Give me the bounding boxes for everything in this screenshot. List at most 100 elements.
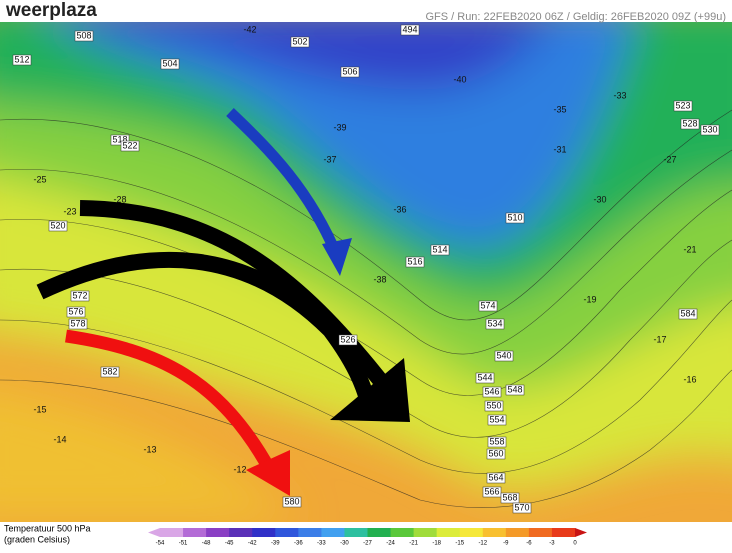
- height-label: 510: [507, 212, 522, 222]
- height-label: 526: [340, 334, 355, 344]
- colorbar-tick-label: -54: [156, 541, 165, 547]
- colorbar-tick-label: -30: [340, 541, 349, 547]
- temperature-label: -16: [683, 374, 696, 384]
- height-label-box: [48, 220, 68, 232]
- height-label: 494: [402, 24, 417, 34]
- legend-subtitle: (graden Celsius): [4, 534, 70, 544]
- temperature-label: -31: [553, 144, 566, 154]
- temperature-label: -14: [53, 434, 66, 444]
- temperature-label: -42: [243, 24, 256, 34]
- height-label: 560: [488, 448, 503, 458]
- height-label: 522: [122, 140, 137, 150]
- height-label-box: [482, 386, 502, 398]
- height-label-box: [68, 318, 88, 330]
- height-label: 540: [496, 350, 511, 360]
- height-label-box: [678, 308, 698, 320]
- height-label: 502: [292, 36, 307, 46]
- height-label: 582: [102, 366, 117, 376]
- height-label: 504: [162, 58, 177, 68]
- height-label: 516: [407, 256, 422, 266]
- height-label: 558: [489, 436, 504, 446]
- temperature-label: -13: [143, 444, 156, 454]
- temperature-label: -27: [663, 154, 676, 164]
- height-label-box: [478, 300, 498, 312]
- colorbar-tick-label: -6: [526, 541, 532, 547]
- temperature-label: -30: [593, 194, 606, 204]
- run-info: GFS / Run: 22FEB2020 06Z / Geldig: 26FEB…: [425, 11, 726, 23]
- height-label-box: [120, 140, 140, 152]
- height-label-box: [405, 256, 425, 268]
- height-label: 578: [70, 318, 85, 328]
- colorbar-swatch: [459, 528, 484, 537]
- colorbar: -54 -51 -48 -45 -42 -39 -36 -33 -30 -27 -24 -21 -18-…: [148, 528, 587, 547]
- height-label-box: [700, 124, 720, 136]
- colorbar-high-end: [575, 528, 587, 537]
- height-label-box: [340, 66, 360, 78]
- height-label-box: [160, 58, 180, 70]
- map-field: 494 502 504 506 508 510 512 514 516 518 520 522 523 5…: [0, 22, 732, 522]
- colorbar-tick-label: -21: [409, 541, 418, 547]
- height-label: 506: [342, 66, 357, 76]
- height-label-box: [484, 400, 504, 412]
- colorbar-swatch: [206, 528, 230, 537]
- temperature-label: -35: [553, 104, 566, 114]
- colorbar-tick-label: -33: [317, 541, 326, 547]
- height-label: 530: [702, 124, 717, 134]
- temperature-label: -21: [683, 244, 696, 254]
- height-label-box: [486, 472, 506, 484]
- height-label-box: [400, 24, 420, 36]
- height-label-box: [505, 212, 525, 224]
- height-label-box: [482, 486, 502, 498]
- colorbar-swatch: [528, 528, 553, 537]
- height-label: 584: [680, 308, 695, 318]
- temperature-label: -19: [583, 294, 596, 304]
- colorbar-low-end: [148, 528, 160, 537]
- colorbar-tick-label: -48: [202, 541, 211, 547]
- height-label-box: [505, 384, 525, 396]
- temperature-label: -25: [33, 174, 46, 184]
- temperature-label: -33: [613, 90, 626, 100]
- temperature-label: -37: [323, 154, 336, 164]
- header-bar: [0, 0, 732, 22]
- colorbar-tick-label: -12: [478, 541, 487, 547]
- colorbar-tick-label: -51: [179, 541, 188, 547]
- height-label-box: [475, 372, 495, 384]
- height-label: 512: [14, 54, 29, 64]
- height-label-box: [282, 496, 302, 508]
- temperature-label: -12: [233, 464, 246, 474]
- arrow-red: [65, 329, 276, 474]
- height-label-box: [487, 436, 507, 448]
- height-label: 550: [486, 400, 501, 410]
- height-label: 566: [484, 486, 499, 496]
- colorbar-tick-label: -39: [271, 541, 280, 547]
- brand: weerplaza: [5, 0, 97, 21]
- map-labels: 494 502 504 506 508 510 512 514 516 518 520 522 523 5…: [12, 24, 720, 514]
- colorbar-swatch: [298, 528, 322, 537]
- height-label-box: [70, 290, 90, 302]
- height-label: 546: [484, 386, 499, 396]
- height-label: 548: [507, 384, 522, 394]
- height-label: 528: [682, 118, 697, 128]
- temperature-label: -28: [113, 194, 126, 204]
- height-label-box: [500, 492, 520, 504]
- colorbar-swatch: [367, 528, 392, 537]
- height-label-box: [74, 30, 94, 42]
- colorbar-swatch: [160, 528, 184, 537]
- colorbar-swatch: [505, 528, 530, 537]
- colorbar-swatch: [275, 528, 299, 537]
- temperature-label: -38: [373, 274, 386, 284]
- colorbar-tick-label: -36: [294, 541, 303, 547]
- colorbar-swatch: [229, 528, 253, 537]
- height-label-box: [290, 36, 310, 48]
- arrow-blue: [226, 108, 344, 261]
- colorbar-swatch: [413, 528, 438, 537]
- height-label: 520: [50, 220, 65, 230]
- temperature-label: -39: [333, 122, 346, 132]
- legend-title: Temperatuur 500 hPa: [4, 523, 91, 533]
- height-label-box: [12, 54, 32, 66]
- height-label-box: [680, 118, 700, 130]
- height-label-box: [430, 244, 450, 256]
- height-label-box: [487, 414, 507, 426]
- colorbar-swatch: [344, 528, 368, 537]
